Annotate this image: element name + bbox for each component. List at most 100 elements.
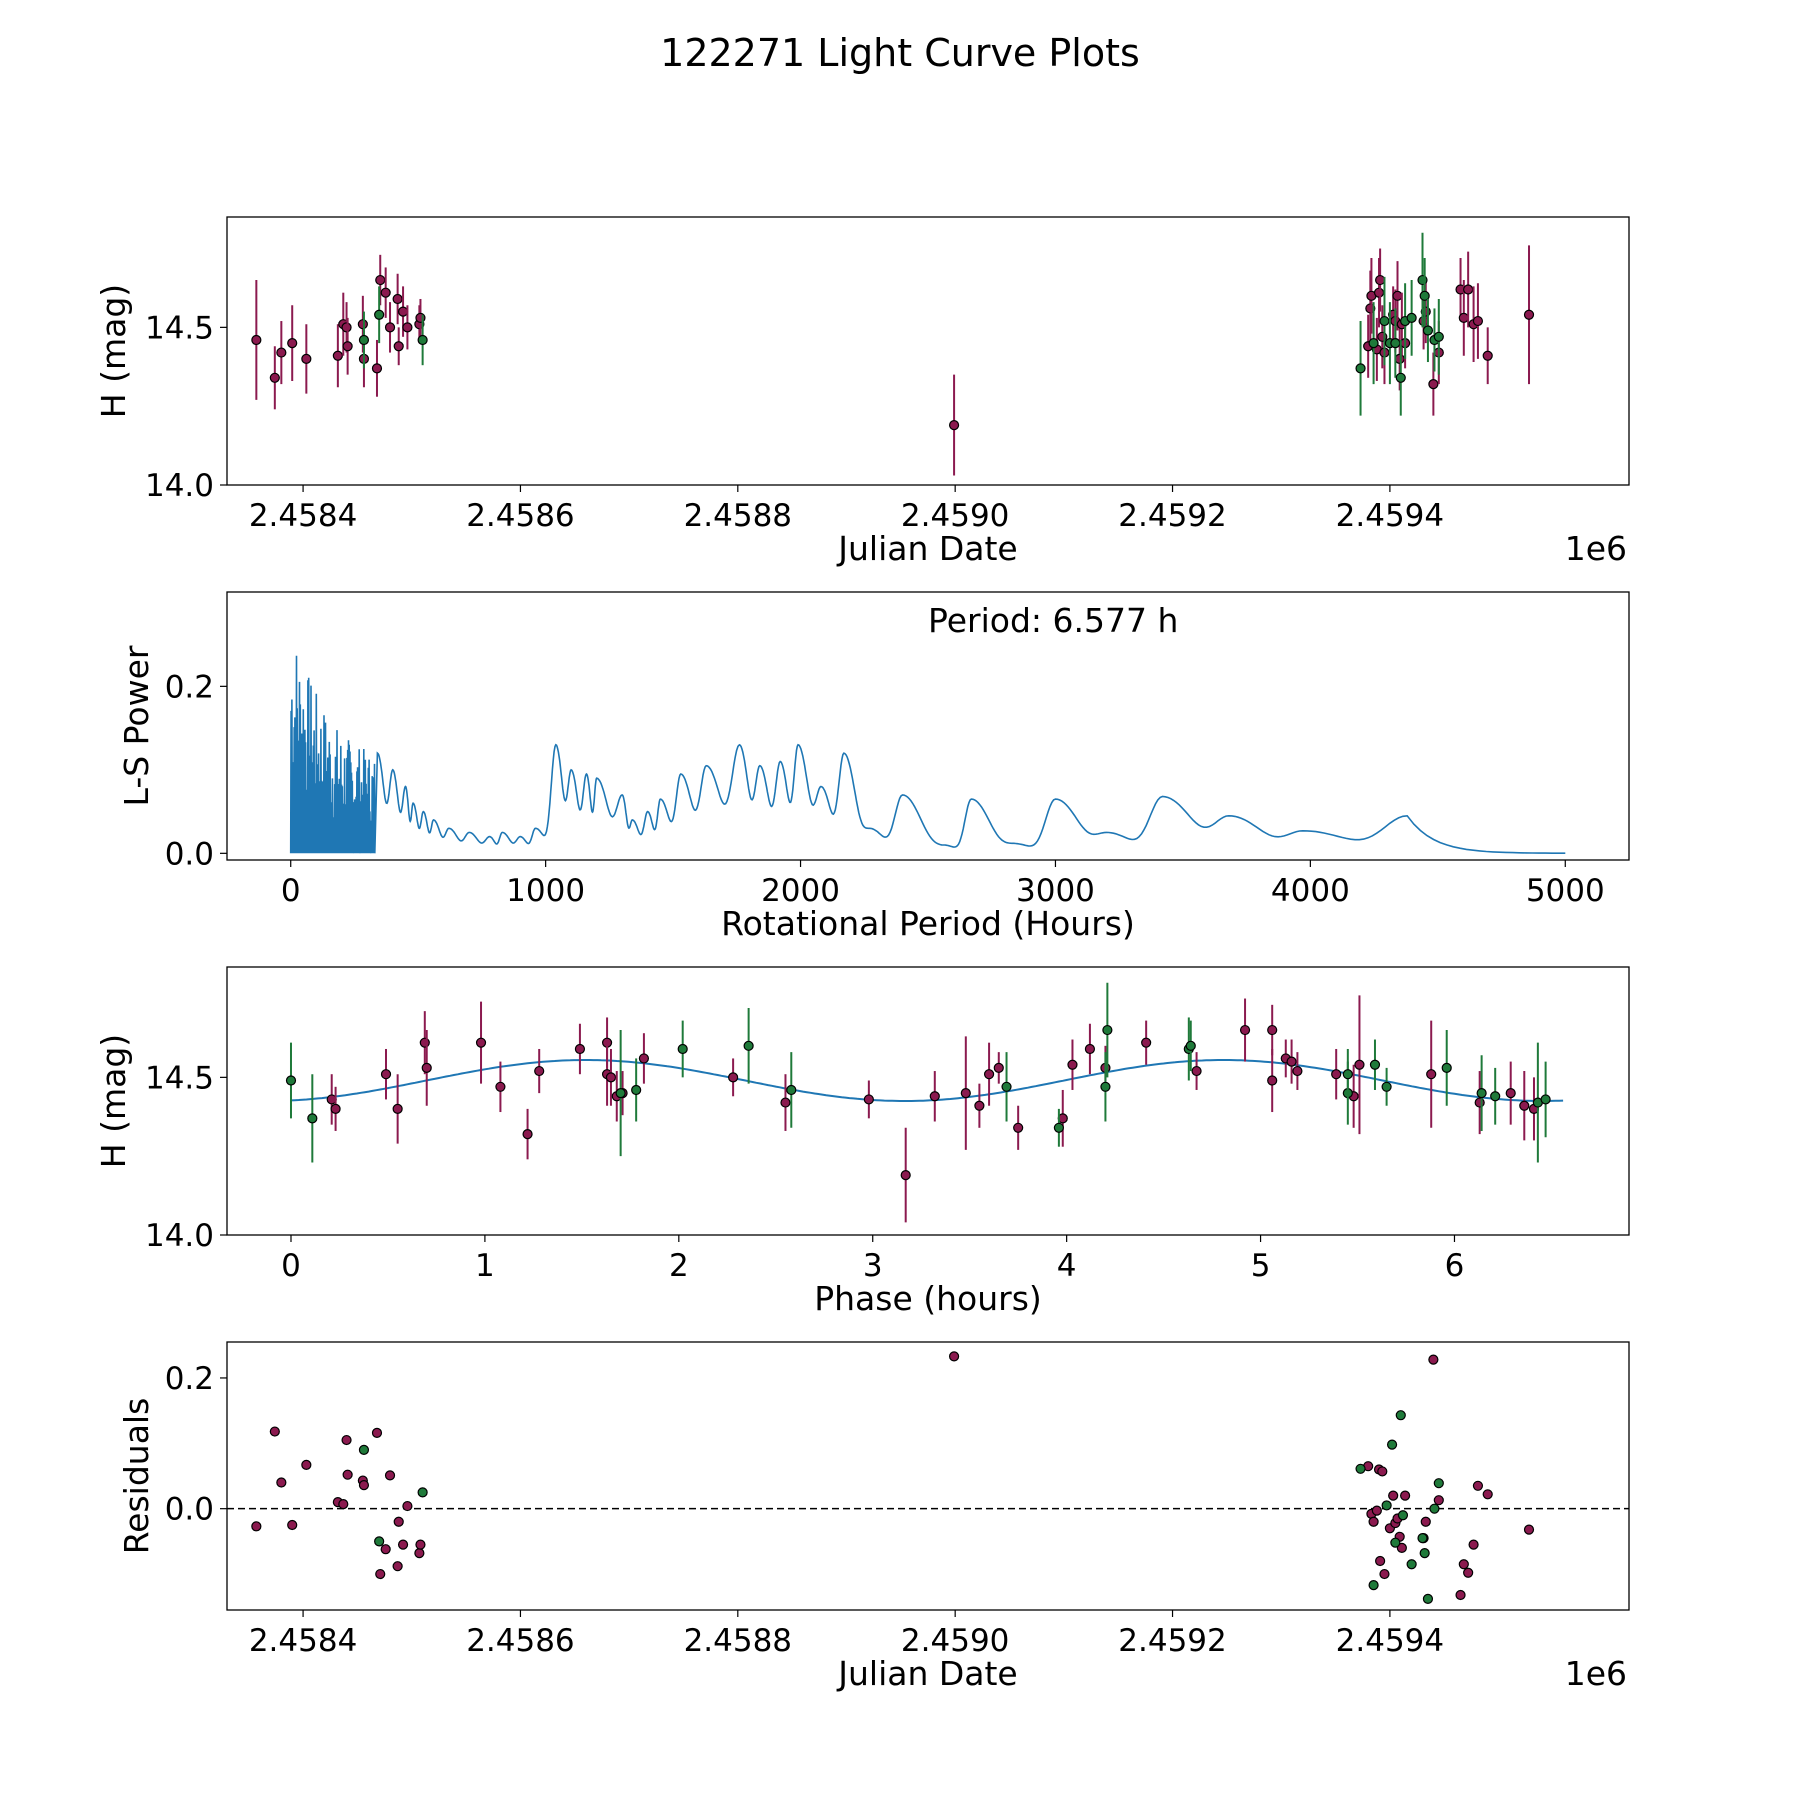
magenta-data-point: [330, 1103, 341, 1114]
green-data-point: [1185, 1040, 1196, 1051]
green-data-point: [1419, 290, 1430, 301]
light-curve-x-offset: 1e6: [1565, 529, 1627, 568]
magenta-data-point: [342, 341, 353, 352]
green-data-point: [1355, 1463, 1366, 1474]
green-data-point: [743, 1040, 754, 1051]
magenta-data-point: [900, 1169, 911, 1181]
periodogram-panel: 0 1000 2000 3000 4000 5000 0.0 0.2 Period: 6.57…: [117, 591, 1630, 943]
magenta-data-point: [301, 353, 312, 364]
periodogram-axes-frame: [226, 591, 1630, 861]
magenta-data-point: [402, 1500, 413, 1512]
green-data-point: [1368, 1580, 1379, 1591]
residuals-axes-frame: [226, 1341, 1630, 1611]
x-tick-label: 4: [1057, 1248, 1077, 1284]
residuals-panel: 2.4584 2.4586 2.4588 2.4590 2.4592 2.4594 0.0 0…: [117, 1341, 1630, 1693]
magenta-data-point: [380, 1544, 391, 1555]
light-curve-axes-frame: [226, 216, 1630, 486]
light-curve-ylabel: H (mag): [94, 284, 133, 418]
magenta-data-point: [392, 1103, 403, 1114]
green-data-point: [1390, 1537, 1401, 1548]
green-data-point: [1390, 338, 1401, 349]
magenta-data-point: [1505, 1088, 1516, 1099]
green-data-point: [1406, 312, 1417, 323]
periodogram-line: [289, 655, 1566, 854]
green-data-point: [1476, 1088, 1487, 1099]
magenta-data-point: [269, 372, 280, 383]
residuals-xlabel: Julian Date: [836, 1654, 1018, 1693]
magenta-data-point: [287, 1519, 298, 1531]
green-data-point: [1395, 1410, 1406, 1421]
magenta-data-point: [357, 319, 368, 330]
y-tick-label: 14.5: [145, 1060, 214, 1096]
magenta-data-point: [301, 1459, 312, 1470]
x-tick-label: 3: [863, 1248, 883, 1284]
magenta-data-point: [1463, 1567, 1474, 1578]
magenta-data-point: [1354, 1059, 1365, 1070]
magenta-data-point: [384, 322, 396, 333]
magenta-data-point: [358, 1480, 370, 1491]
y-tick-label: 0.2: [165, 669, 214, 705]
green-data-point: [631, 1084, 642, 1096]
y-tick-label: 14.0: [145, 1218, 214, 1254]
residuals-ylabel: Residuals: [117, 1398, 156, 1555]
x-tick-label: 0: [281, 1248, 301, 1284]
green-data-point: [677, 1043, 688, 1055]
magenta-data-point: [1482, 1489, 1493, 1500]
magenta-data-point: [1013, 1122, 1024, 1133]
magenta-data-point: [1067, 1059, 1078, 1070]
magenta-data-point: [948, 419, 960, 431]
magenta-data-point: [780, 1097, 791, 1108]
x-tick-label: 2.4594: [1336, 1623, 1444, 1659]
magenta-data-point: [375, 274, 386, 286]
magenta-data-point: [1472, 1480, 1484, 1491]
magenta-data-point: [1373, 287, 1385, 298]
green-data-point: [1441, 1062, 1452, 1073]
magenta-data-point: [1428, 379, 1439, 390]
y-tick-label: 0.0: [165, 836, 214, 872]
x-tick-label: 2.4586: [466, 1623, 574, 1659]
magenta-data-point: [1394, 353, 1405, 364]
green-data-point: [1433, 331, 1444, 342]
green-data-point: [1379, 315, 1390, 327]
magenta-data-point: [380, 1069, 392, 1080]
magenta-data-point: [392, 1561, 403, 1572]
x-tick-label: 2.4592: [1118, 498, 1226, 534]
magenta-data-point: [342, 1469, 353, 1480]
magenta-data-point: [1420, 1516, 1431, 1527]
x-tick-label: 2: [669, 1248, 689, 1284]
y-tick-label: 0.2: [165, 1361, 214, 1397]
x-tick-label: 2.4592: [1118, 1623, 1226, 1659]
magenta-data-point: [1286, 1056, 1297, 1067]
magenta-data-point: [983, 1069, 995, 1080]
magenta-data-point: [393, 341, 404, 352]
magenta-data-point: [332, 350, 343, 361]
magenta-data-point: [638, 1053, 650, 1064]
magenta-data-point: [929, 1091, 940, 1102]
magenta-data-point: [1468, 1539, 1479, 1550]
magenta-data-point: [1400, 1490, 1411, 1501]
magenta-data-point: [495, 1081, 506, 1092]
magenta-data-point: [1519, 1100, 1530, 1111]
magenta-data-point: [1455, 1589, 1466, 1601]
magenta-data-point: [605, 1072, 617, 1083]
green-data-point: [1490, 1091, 1501, 1102]
x-tick-label: 2.4588: [684, 1623, 792, 1659]
x-tick-label: 2000: [761, 873, 840, 909]
y-tick-label: 14.5: [145, 310, 214, 346]
x-tick-label: 2.4584: [249, 1623, 357, 1659]
y-tick-label: 14.0: [145, 468, 214, 504]
magenta-data-point: [1331, 1069, 1342, 1080]
magenta-data-point: [251, 334, 262, 346]
magenta-data-point: [534, 1065, 545, 1077]
phase-xlabel: Phase (hours): [814, 1279, 1042, 1318]
magenta-data-point: [392, 293, 403, 305]
green-data-point: [1419, 1548, 1430, 1559]
magenta-data-point: [1375, 274, 1386, 286]
magenta-data-point: [1463, 284, 1474, 295]
magenta-data-point: [371, 1427, 383, 1438]
residuals-x-offset: 1e6: [1565, 1654, 1627, 1693]
magenta-data-point: [276, 347, 287, 358]
green-data-point: [1433, 1478, 1444, 1489]
x-tick-label: 3000: [1016, 873, 1095, 909]
